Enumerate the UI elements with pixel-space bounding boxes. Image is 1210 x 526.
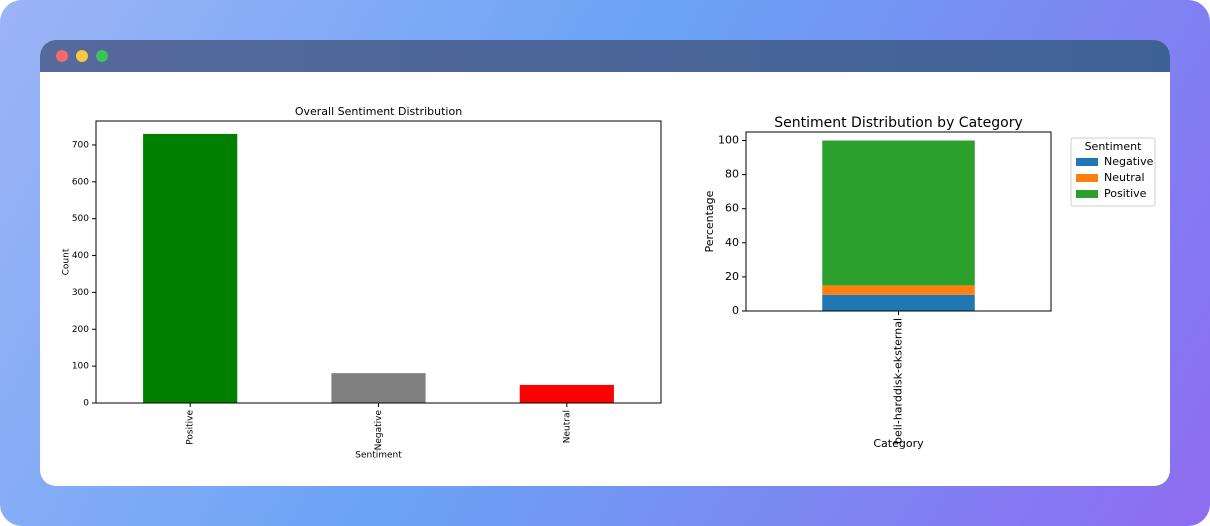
legend-swatch <box>1076 190 1098 198</box>
y-tick-label: 40 <box>725 236 739 249</box>
y-tick-label: 20 <box>725 270 739 283</box>
chart-title: Sentiment Distribution by Category <box>774 115 1023 131</box>
legend-box <box>1070 137 1156 207</box>
y-tick-label: 80 <box>725 168 739 181</box>
y-tick-label: 200 <box>72 325 89 335</box>
y-tick-label: 0 <box>732 304 739 317</box>
legend-swatch <box>1076 158 1098 166</box>
minimize-button[interactable] <box>76 50 88 62</box>
legend-title: Sentiment <box>1085 140 1143 153</box>
legend-swatch <box>1076 174 1098 182</box>
bar-segment <box>822 285 975 295</box>
y-tick-label: 100 <box>72 362 89 372</box>
x-tick-label: beli-harddisk-eksternal <box>892 318 905 444</box>
legend-label: Negative <box>1104 155 1154 168</box>
y-tick-label: 400 <box>72 251 89 261</box>
legend-label: Neutral <box>1104 171 1145 184</box>
y-tick-label: 600 <box>72 177 89 187</box>
y-tick-label: 700 <box>72 140 89 150</box>
x-axis-label: Sentiment <box>355 451 402 461</box>
bar-segment <box>822 294 975 311</box>
bar <box>143 133 238 403</box>
title-bar <box>40 40 1170 72</box>
y-axis-label: Count <box>62 248 72 275</box>
maximize-button[interactable] <box>96 50 108 62</box>
legend-label: Positive <box>1104 187 1147 200</box>
bar <box>519 384 614 403</box>
x-axis-label: Category <box>873 437 924 450</box>
y-tick-label: 500 <box>72 214 89 224</box>
y-axis-label: Percentage <box>703 190 716 252</box>
y-tick-label: 300 <box>72 288 89 298</box>
y-tick-label: 60 <box>725 202 739 215</box>
x-tick-label: Negative <box>374 410 384 451</box>
bar-segment <box>822 140 975 286</box>
chart-title: Overall Sentiment Distribution <box>295 105 462 118</box>
plot-frame <box>745 131 1052 312</box>
plot-frame <box>95 120 662 404</box>
bar <box>331 373 426 403</box>
y-tick-label: 100 <box>718 134 739 147</box>
x-tick-label: Positive <box>186 410 196 445</box>
close-button[interactable] <box>56 50 68 62</box>
y-tick-label: 0 <box>83 399 89 409</box>
x-tick-label: Neutral <box>562 410 572 443</box>
